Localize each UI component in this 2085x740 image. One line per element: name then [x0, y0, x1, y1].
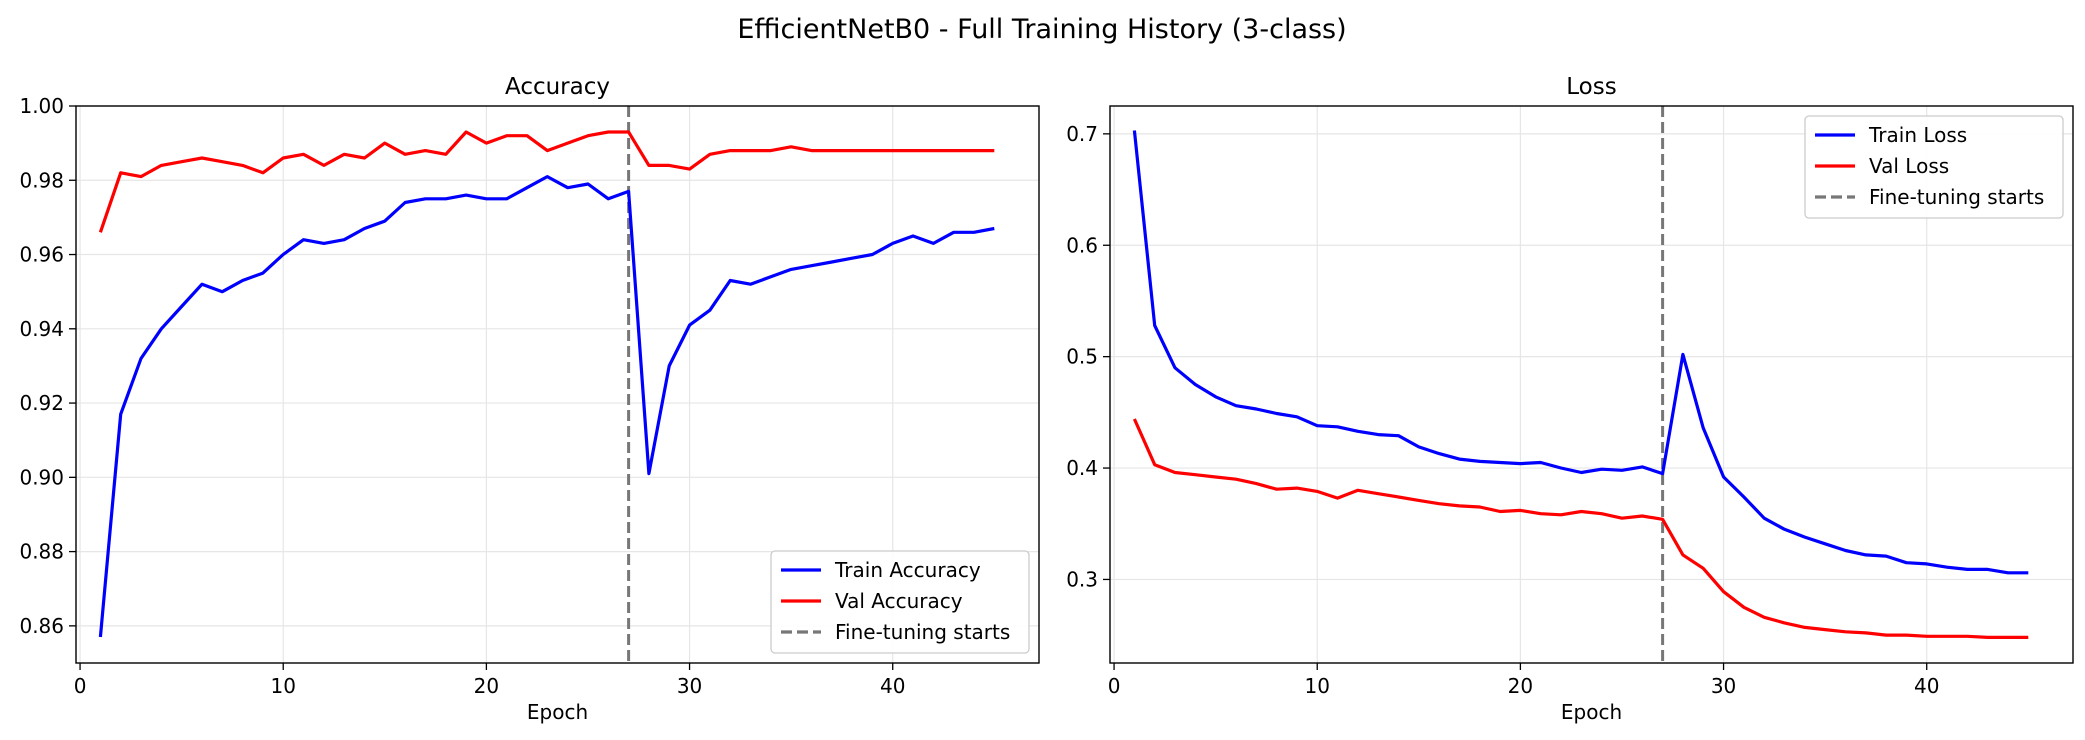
x-tick-label: 30 [1711, 674, 1736, 698]
legend-label: Val Accuracy [835, 589, 963, 613]
x-tick-label: 30 [677, 674, 702, 698]
legend: Train Accuracy Val Accuracy Fine-tuning st… [770, 550, 1030, 654]
y-tick-label: 0.96 [19, 243, 64, 267]
y-tick-label: 0.86 [19, 614, 64, 638]
chart-title: Accuracy [505, 74, 610, 100]
y-tick-label: 1.00 [19, 94, 64, 118]
x-tick-label: 20 [474, 674, 499, 698]
loss-chart: 0 10 20 30 40 0.3 0.4 0.5 0.6 0.7 Loss Epoch Train L… [1066, 74, 2074, 724]
legend-box [1804, 115, 2064, 219]
x-tick-label: 0 [74, 674, 87, 698]
y-tick-label: 0.5 [1066, 345, 1098, 369]
y-tick-label: 0.94 [19, 317, 64, 341]
y-tick-label: 0.88 [19, 540, 64, 564]
legend-label: Fine-tuning starts [835, 620, 1010, 644]
series-line-val-accuracy [98, 130, 995, 233]
legend-label: Fine-tuning starts [1869, 185, 2044, 209]
plot-frame [75, 105, 1040, 664]
x-tick-label: 20 [1508, 674, 1533, 698]
y-tick-label: 0.90 [19, 465, 64, 489]
x-tick-label: 40 [1914, 674, 1939, 698]
legend-label: Train Loss [1868, 123, 1967, 147]
legend-label: Train Accuracy [834, 558, 981, 582]
y-tick-label: 0.3 [1066, 567, 1098, 591]
legend-label: Val Loss [1869, 154, 1949, 178]
y-tick-label: 0.6 [1066, 233, 1098, 257]
figure-title: EfficientNetB0 - Full Training History (… [737, 14, 1346, 45]
x-tick-label: 10 [271, 674, 296, 698]
y-tick-label: 0.92 [19, 391, 64, 415]
legend: Train Loss Val Loss Fine-tuning starts [1804, 115, 2064, 219]
y-tick-label: 0.98 [19, 168, 64, 192]
legend-box [770, 550, 1030, 654]
chart-title: Loss [1566, 74, 1616, 100]
x-axis-label: Epoch [527, 700, 588, 724]
x-tick-label: 40 [880, 674, 905, 698]
x-tick-label: 0 [1108, 674, 1121, 698]
accuracy-chart: 0 10 20 30 40 0.86 0.88 0.90 0.92 0.94 0.96 0.98 1.0… [19, 74, 1040, 724]
series-line-val-loss [1132, 418, 2029, 640]
series-line-train-loss [1132, 130, 2029, 575]
y-tick-label: 0.7 [1066, 122, 1098, 146]
y-tick-label: 0.4 [1066, 456, 1098, 480]
series-line-train-accuracy [98, 175, 995, 638]
x-tick-label: 10 [1305, 674, 1330, 698]
plot-frame [1109, 105, 2074, 664]
x-axis-label: Epoch [1561, 700, 1622, 724]
